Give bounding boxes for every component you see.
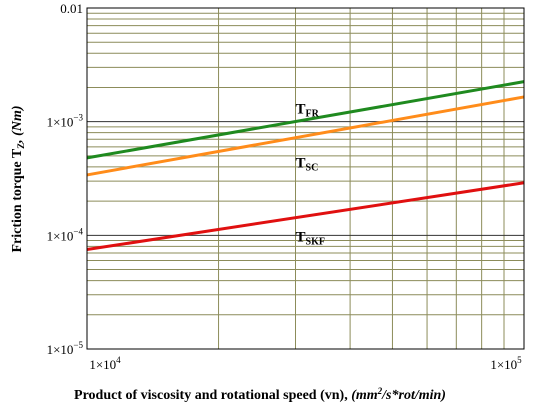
x-tick-base: 1×10 (490, 357, 517, 372)
plot-background (87, 8, 524, 349)
curve-label-sub: SKF (306, 237, 325, 248)
y-tick-label: 1×10−4 (47, 226, 84, 243)
y-tick-label: 0.01 (60, 1, 83, 16)
y-axis-title-sub: Z (16, 143, 26, 149)
y-tick-label: 1×10−5 (47, 340, 84, 357)
y-axis-title-main: Friction torque T (10, 148, 25, 252)
x-axis-title-unit-open: (mm (351, 388, 378, 403)
minor-gridlines (87, 8, 524, 349)
x-tick-exponent: 5 (517, 355, 522, 365)
y-tick-label: 1×10−3 (47, 113, 84, 130)
y-tick-base: 1×10 (47, 115, 74, 130)
y-tick-base: 1×10 (47, 228, 74, 243)
x-tick-exponent: 4 (116, 355, 121, 365)
plot-area (86, 7, 525, 350)
x-axis-title-unit-sup: 2 (377, 386, 383, 396)
curve-label-fr: TFR (296, 102, 320, 120)
curve-label-sub: FR (306, 109, 320, 120)
y-tick-base: 0.01 (60, 1, 83, 16)
series-line-sc (86, 95, 525, 177)
x-tick-label: 1×105 (490, 355, 522, 372)
y-tick-exponent: −4 (73, 226, 83, 236)
x-axis-title-main: Product of viscosity and rotational spee… (74, 388, 351, 403)
series-lines (86, 80, 525, 252)
y-axis-title: Friction torque TZ, (Nm) (10, 105, 26, 252)
x-tick-labels: 1×104 1×105 (89, 355, 522, 372)
y-tick-labels: 1×10−51×10−41×10−30.01 (47, 1, 84, 357)
series-line-skf (86, 181, 525, 252)
curve-label-main: T (296, 156, 306, 172)
x-axis-title: Product of viscosity and rotational spee… (74, 386, 446, 403)
y-tick-exponent: −5 (73, 340, 83, 350)
curve-label-main: T (296, 230, 306, 246)
y-axis-title-unit: , (Nm) (10, 105, 25, 143)
curve-label-sub: SC (306, 163, 319, 174)
curve-label-main: T (296, 102, 306, 118)
x-tick-label: 1×104 (89, 355, 121, 372)
curve-label-skf: TSKF (296, 230, 325, 248)
series-line-fr (86, 80, 525, 160)
plot-frame (86, 7, 525, 350)
curve-label-sc: TSC (296, 156, 319, 174)
major-gridlines (87, 121, 524, 236)
y-tick-base: 1×10 (47, 342, 74, 357)
x-tick-base: 1×10 (89, 357, 116, 372)
x-axis-title-unit-rest: /s*rot/min) (381, 388, 446, 403)
y-tick-exponent: −3 (73, 113, 83, 123)
